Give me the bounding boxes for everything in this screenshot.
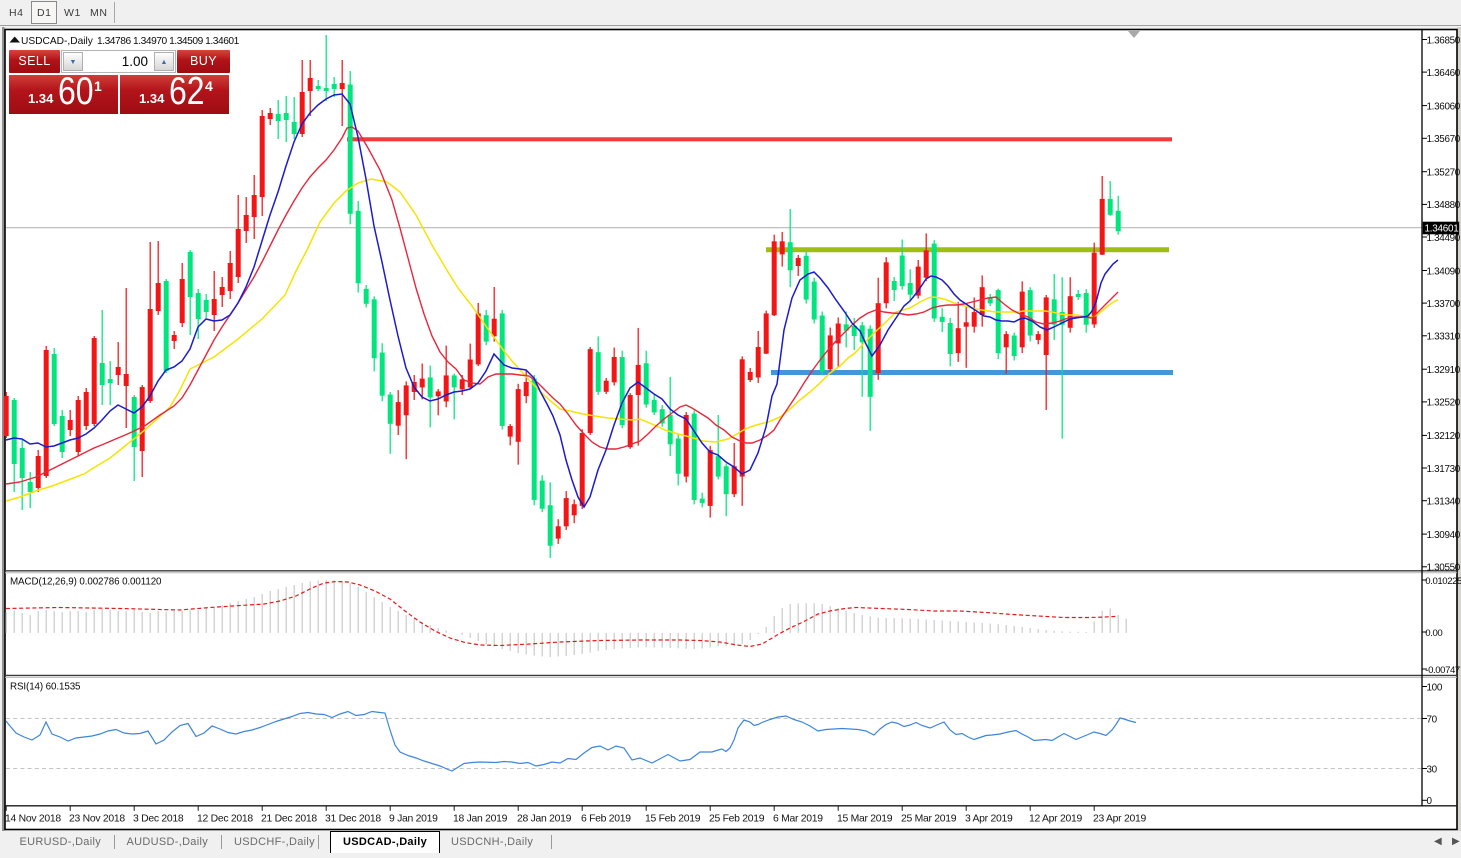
svg-text:3 Dec 2018: 3 Dec 2018 [133, 814, 184, 825]
svg-text:12 Dec 2018: 12 Dec 2018 [197, 814, 253, 825]
svg-text:1.34090: 1.34090 [1427, 266, 1461, 277]
svg-text:1.36460: 1.36460 [1427, 68, 1461, 79]
svg-text:18 Jan 2019: 18 Jan 2019 [453, 814, 508, 825]
svg-text:1.32120: 1.32120 [1427, 431, 1461, 442]
svg-text:1.30550: 1.30550 [1427, 563, 1461, 574]
svg-text:1.35670: 1.35670 [1427, 134, 1461, 145]
svg-text:1.34601: 1.34601 [1425, 224, 1460, 235]
svg-text:RSI(14) 60.1535: RSI(14) 60.1535 [10, 682, 81, 693]
svg-text:0: 0 [1427, 796, 1433, 807]
svg-text:23 Apr 2019: 23 Apr 2019 [1093, 814, 1146, 825]
svg-text:6 Feb 2019: 6 Feb 2019 [581, 814, 631, 825]
svg-text:1.32910: 1.32910 [1427, 365, 1461, 376]
svg-text:14 Nov 2018: 14 Nov 2018 [5, 814, 61, 825]
svg-text:15 Feb 2019: 15 Feb 2019 [645, 814, 701, 825]
svg-text:-0.00747: -0.00747 [1425, 665, 1460, 676]
svg-text:31 Dec 2018: 31 Dec 2018 [325, 814, 381, 825]
svg-text:1.31340: 1.31340 [1427, 497, 1461, 508]
svg-text:0.010225: 0.010225 [1425, 576, 1461, 587]
svg-text:21 Dec 2018: 21 Dec 2018 [261, 814, 317, 825]
svg-text:1.30940: 1.30940 [1427, 530, 1461, 541]
svg-text:1.35270: 1.35270 [1427, 168, 1461, 179]
svg-text:1.32520: 1.32520 [1427, 398, 1461, 409]
svg-text:0.00: 0.00 [1425, 628, 1442, 639]
svg-text:15 Mar 2019: 15 Mar 2019 [837, 814, 893, 825]
svg-text:1.31730: 1.31730 [1427, 464, 1461, 475]
svg-text:MACD(12,26,9) 0.002786 0.00112: MACD(12,26,9) 0.002786 0.001120 [10, 577, 162, 588]
svg-text:28 Jan 2019: 28 Jan 2019 [517, 814, 572, 825]
svg-text:25 Mar 2019: 25 Mar 2019 [901, 814, 957, 825]
svg-text:USDCAD-,Daily: USDCAD-,Daily [21, 36, 94, 47]
svg-text:3 Apr 2019: 3 Apr 2019 [965, 814, 1013, 825]
svg-text:1.34786 1.34970 1.34509 1.3460: 1.34786 1.34970 1.34509 1.34601 [97, 36, 240, 47]
svg-text:6 Mar 2019: 6 Mar 2019 [773, 814, 823, 825]
svg-text:100: 100 [1427, 682, 1443, 693]
svg-text:9 Jan 2019: 9 Jan 2019 [389, 814, 438, 825]
svg-text:1.33700: 1.33700 [1427, 299, 1461, 310]
svg-text:12 Apr 2019: 12 Apr 2019 [1029, 814, 1082, 825]
svg-text:1.33310: 1.33310 [1427, 332, 1461, 343]
svg-text:1.36850: 1.36850 [1427, 35, 1461, 46]
svg-text:1.36060: 1.36060 [1427, 101, 1461, 112]
svg-text:23 Nov 2018: 23 Nov 2018 [69, 814, 125, 825]
svg-text:30: 30 [1427, 764, 1438, 775]
svg-text:1.34880: 1.34880 [1427, 200, 1461, 211]
svg-text:70: 70 [1427, 714, 1438, 725]
svg-text:25 Feb 2019: 25 Feb 2019 [709, 814, 765, 825]
